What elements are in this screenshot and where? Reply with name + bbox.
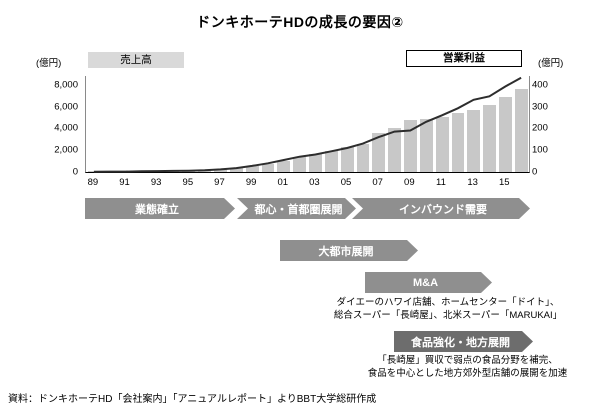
sales-bar [293,157,307,172]
profit-line-svg [93,76,522,173]
x-tick-label: 95 [182,177,194,188]
plot-area [85,76,530,173]
sales-bar [388,128,402,172]
y-left-tick-label: 0 [72,166,78,178]
sales-bar [277,161,291,172]
phase-label: インバウンド需要 [399,203,487,216]
x-tick-label: 03 [309,177,320,188]
x-tick-label: 15 [498,177,510,188]
phase-arrow-business-model: 業態確立 [85,198,235,219]
phase-arrow-major-city: 大都市展開 [280,240,418,261]
right-axis-unit-label: (億円) [538,58,564,69]
x-tick-label: 99 [245,177,257,188]
phase-arrow-ma: M&A [365,272,492,293]
sales-bar [435,117,449,172]
x-tick-label: 11 [436,177,446,188]
phase-arrow-metropolitan-expansion: 都心・首都圏展開 [237,198,356,219]
sales-bar [245,166,259,172]
phase-label: 食品強化・地方展開 [411,336,510,349]
phase-arrow-inbound-demand: インバウンド需要 [352,198,530,219]
sales-bar [229,168,243,172]
y-axis-right-labels: 0 100 200 300 400 [532,76,592,177]
x-tick-label: 89 [87,177,99,188]
sales-bar [483,105,497,172]
food-description-line2: 食品を中心とした地方郊外型店舗の展開を加速 [367,368,568,379]
x-tick-label: 07 [372,177,383,188]
y-left-tick-label: 4,000 [54,122,78,134]
page-title: ドンキホーテHDの成長の要因② [196,14,404,30]
y-right-tick-label: 300 [532,101,548,113]
y-right-tick-label: 400 [532,79,548,91]
x-tick-label: 97 [214,177,225,188]
x-tick-label: 13 [467,177,478,188]
y-left-tick-label: 2,000 [54,144,78,156]
sales-bar [372,133,386,172]
food-description-line1: 「長崎屋」買収で弱点の食品分野を補完、 [377,355,558,366]
phase-label: 都心・首都圏展開 [254,203,343,216]
y-left-tick-label: 8,000 [54,79,78,91]
food-description: 「長崎屋」買収で弱点の食品分野を補完、 食品を中心とした地方郊外型店舗の展開を加… [345,354,590,380]
phase-label: M&A [412,276,439,289]
ma-description: ダイエーのハワイ店舗、ホームセンター「ドイト」、 総合スーパー「長崎屋」、北米ス… [318,296,578,322]
y-right-tick-label: 0 [532,166,538,178]
sales-bar [261,164,275,172]
sales-bar [467,110,481,172]
sales-bar [499,97,512,172]
sales-bar [324,151,338,172]
x-tick-label: 09 [404,177,415,188]
phase-arrow-food-regional: 食品強化・地方展開 [394,331,533,352]
x-tick-label: 93 [150,177,162,188]
left-axis-unit-label: (億円) [36,58,62,69]
sales-bar [356,144,370,172]
ma-description-line1: ダイエーのハワイ店舗、ホームセンター「ドイト」、 [336,297,560,308]
y-right-tick-label: 100 [532,144,548,156]
phase-label: 大都市展開 [318,245,374,258]
sales-bar [214,169,227,172]
sales-bar [309,154,322,172]
x-axis-labels: 89 91 93 95 97 99 01 03 05 07 09 11 13 15 [85,177,528,189]
x-tick-label: 05 [340,177,352,188]
sales-bar [451,113,465,172]
y-right-tick-label: 200 [532,122,548,134]
legend-sales: 売上高 [88,52,184,68]
x-tick-label: 91 [119,177,130,188]
legend-operating-profit: 営業利益 [406,50,522,67]
sales-bar [404,120,417,172]
sales-bar [419,119,433,172]
y-left-tick-label: 6,000 [54,101,78,113]
sales-bar [514,89,528,172]
source-note: 資料：ドンキホーテHD「会社案内」「アニュアルレポート」よりBBT大学総研作成 [8,394,377,405]
phase-label: 業態確立 [135,203,179,216]
sales-bar [340,147,354,172]
ma-description-line2: 総合スーパー「長崎屋」、北米スーパー「MARUKAI」 [333,310,563,321]
x-tick-label: 01 [277,177,289,188]
profit-line [93,76,522,173]
y-axis-left-labels: 0 2,000 4,000 6,000 8,000 [0,76,81,177]
